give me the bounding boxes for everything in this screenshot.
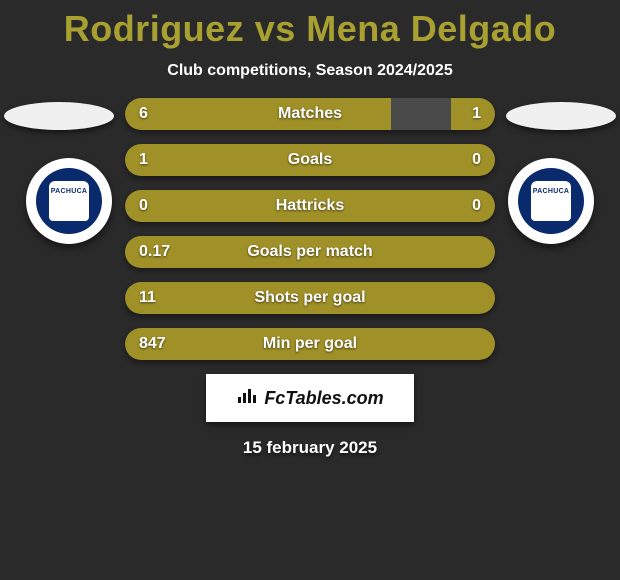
comparison-panel: PACHUCA PACHUCA 6Matches11Goals00Hattric…: [0, 98, 620, 458]
stat-value-right: 1: [472, 105, 481, 123]
stat-label: Goals per match: [125, 243, 495, 261]
stat-label: Shots per goal: [125, 289, 495, 307]
page-subtitle: Club competitions, Season 2024/2025: [0, 62, 620, 80]
stat-value-right: 0: [472, 197, 481, 215]
player-left-badge: PACHUCA: [26, 158, 112, 244]
stat-label: Matches: [125, 105, 495, 123]
stat-row: 6Matches1: [125, 98, 495, 130]
club-crest-icon: PACHUCA: [518, 168, 584, 234]
stat-row: 0Hattricks0: [125, 190, 495, 222]
stat-row: 847Min per goal: [125, 328, 495, 360]
stat-value-right: 0: [472, 151, 481, 169]
stat-label: Min per goal: [125, 335, 495, 353]
chart-icon: [236, 387, 258, 410]
stat-label: Goals: [125, 151, 495, 169]
stat-row: 0.17Goals per match: [125, 236, 495, 268]
club-crest-label: PACHUCA: [51, 188, 88, 195]
club-crest-icon: PACHUCA: [36, 168, 102, 234]
comparison-date: 15 february 2025: [0, 438, 620, 458]
player-right-shape: [506, 102, 616, 130]
stat-row: 11Shots per goal: [125, 282, 495, 314]
stat-rows: 6Matches11Goals00Hattricks00.17Goals per…: [125, 98, 495, 360]
stat-label: Hattricks: [125, 197, 495, 215]
source-logo-text: FcTables.com: [264, 388, 383, 409]
club-crest-label: PACHUCA: [533, 188, 570, 195]
source-logo: FcTables.com: [206, 374, 414, 422]
player-left-shape: [4, 102, 114, 130]
page-title: Rodriguez vs Mena Delgado: [0, 0, 620, 50]
stat-row: 1Goals0: [125, 144, 495, 176]
player-right-badge: PACHUCA: [508, 158, 594, 244]
